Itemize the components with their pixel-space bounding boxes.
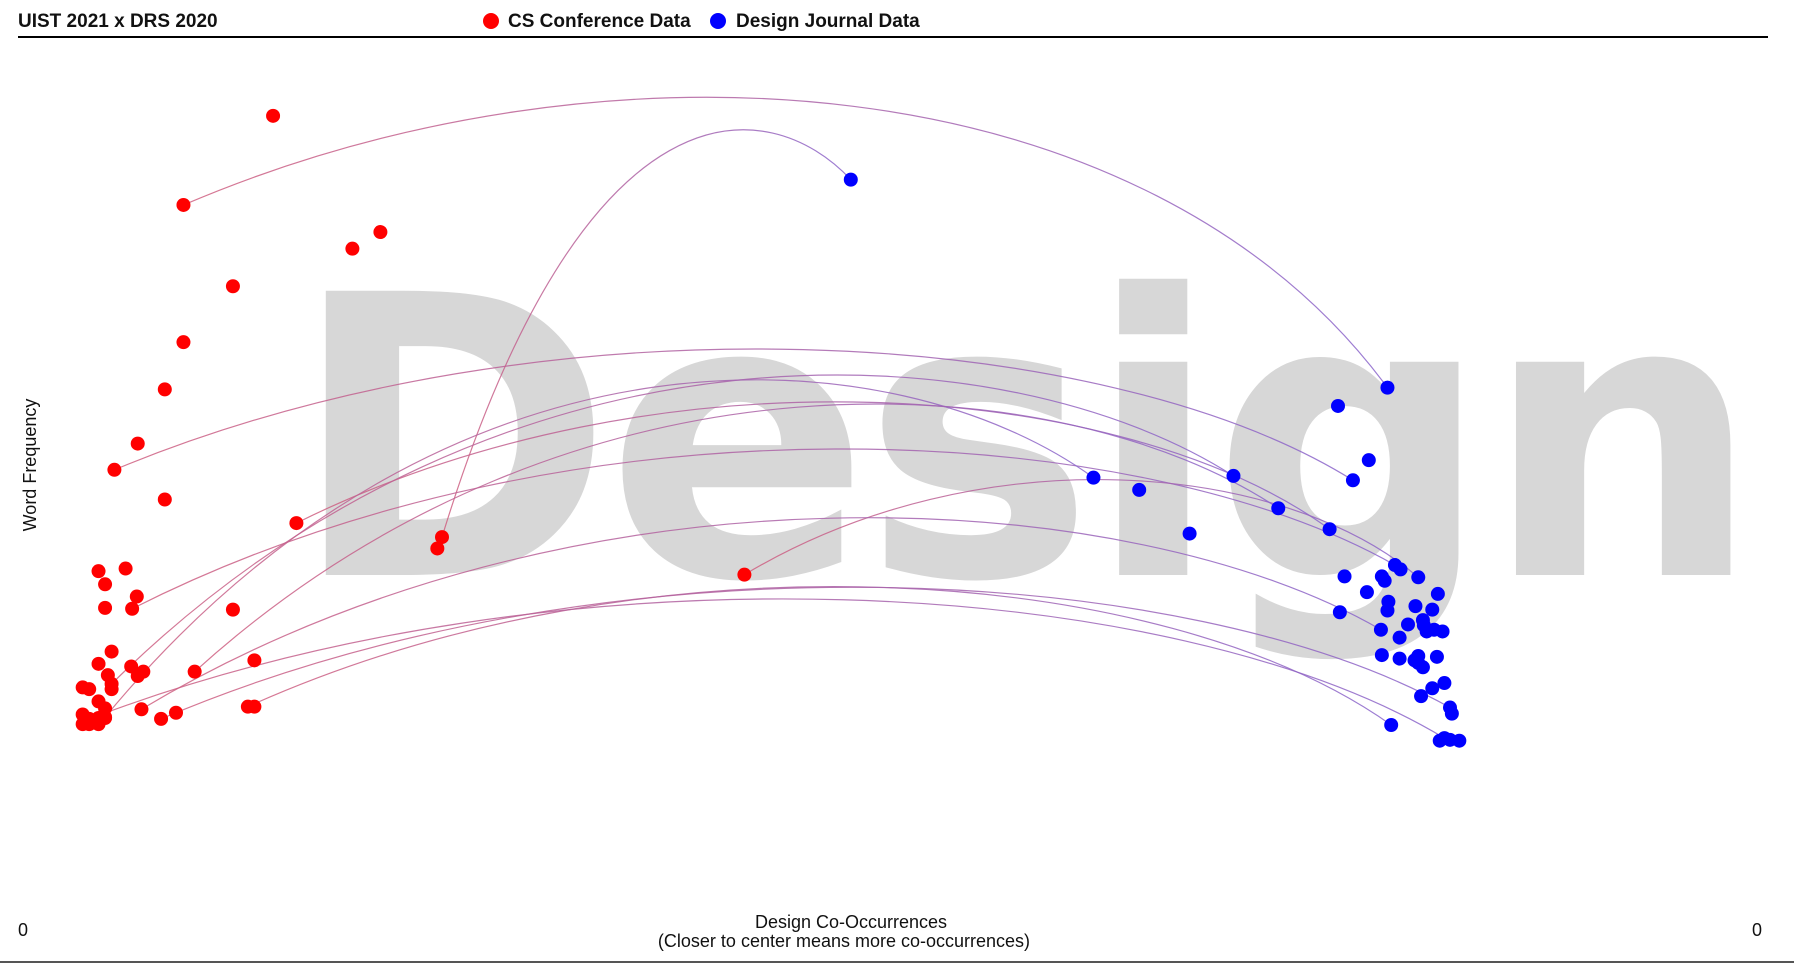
- design-data-point[interactable]: [1226, 468, 1241, 483]
- connection-lines: [88, 96, 1451, 739]
- design-data-point[interactable]: [1414, 689, 1429, 704]
- design-data-point[interactable]: [1411, 570, 1426, 585]
- connection-line: [131, 448, 1396, 610]
- cs-data-point[interactable]: [91, 656, 106, 671]
- design-data-point[interactable]: [1430, 586, 1445, 601]
- design-data-point[interactable]: [1401, 617, 1415, 632]
- right-zero-label: 0: [1752, 920, 1762, 940]
- design-data-point[interactable]: [1432, 733, 1447, 748]
- cs-data-point[interactable]: [289, 516, 304, 531]
- connection-line: [441, 129, 852, 538]
- legend-marker-cs: [483, 13, 499, 29]
- cs-data-point[interactable]: [125, 601, 140, 616]
- cs-data-point[interactable]: [225, 279, 240, 294]
- cs-data-point[interactable]: [154, 711, 169, 726]
- cs-data-point[interactable]: [157, 382, 172, 397]
- cs-data-point[interactable]: [134, 702, 149, 717]
- connection-line: [88, 598, 1445, 739]
- y-axis-label: Word Frequency: [20, 399, 40, 532]
- design-data-point[interactable]: [1425, 602, 1440, 617]
- design-data-point[interactable]: [1393, 562, 1408, 577]
- cs-data-point[interactable]: [176, 197, 191, 212]
- design-data-point[interactable]: [1377, 573, 1392, 588]
- cs-data-point[interactable]: [98, 600, 113, 615]
- cs-data-point[interactable]: [118, 561, 133, 576]
- design-data-point[interactable]: [1359, 585, 1374, 600]
- connection-line: [141, 517, 1382, 710]
- connection-line: [104, 379, 1094, 718]
- design-data-point[interactable]: [843, 172, 858, 187]
- design-data-point[interactable]: [1452, 733, 1467, 748]
- cs-data-point[interactable]: [107, 462, 122, 477]
- cs-data-point[interactable]: [176, 335, 191, 350]
- design-data-point[interactable]: [1425, 681, 1440, 696]
- design-data-point[interactable]: [1384, 717, 1399, 732]
- cs-data-point[interactable]: [98, 711, 113, 726]
- cs-data-point[interactable]: [430, 541, 445, 556]
- cs-data-point[interactable]: [266, 108, 281, 123]
- connection-line: [114, 348, 1354, 481]
- legend-label-cs: CS Conference Data: [508, 11, 691, 32]
- design-data-point[interactable]: [1408, 599, 1423, 614]
- connection-line: [194, 403, 1279, 673]
- cs-data-point[interactable]: [129, 589, 144, 604]
- design-data-point[interactable]: [1435, 624, 1450, 639]
- left-zero-label: 0: [18, 920, 28, 940]
- cs-data-point[interactable]: [373, 225, 388, 240]
- design-data-point[interactable]: [1380, 380, 1395, 395]
- cs-data-point[interactable]: [435, 530, 449, 545]
- cs-data-point[interactable]: [157, 492, 172, 507]
- design-data-point[interactable]: [1444, 706, 1459, 721]
- cs-data-point[interactable]: [737, 567, 752, 582]
- design-data-point[interactable]: [1182, 526, 1197, 541]
- design-data-point[interactable]: [1380, 603, 1395, 618]
- design-data-point[interactable]: [1271, 501, 1286, 516]
- cs-data-point[interactable]: [91, 564, 106, 579]
- design-data-point[interactable]: [1392, 630, 1407, 645]
- design-data-point[interactable]: [1337, 569, 1352, 584]
- cs-data-point[interactable]: [187, 664, 202, 679]
- connection-line: [160, 586, 1451, 720]
- design-data-point[interactable]: [1373, 622, 1388, 637]
- design-data-point[interactable]: [1392, 651, 1407, 666]
- data-points: [75, 108, 1467, 748]
- cs-data-point[interactable]: [104, 644, 119, 659]
- cs-data-point[interactable]: [247, 699, 262, 714]
- connection-line: [744, 478, 1419, 578]
- cs-data-point[interactable]: [130, 436, 145, 451]
- design-data-point[interactable]: [1361, 453, 1376, 468]
- design-data-point[interactable]: [1437, 676, 1452, 691]
- cs-data-point[interactable]: [104, 682, 119, 697]
- cs-data-point[interactable]: [82, 682, 97, 697]
- design-data-point[interactable]: [1132, 482, 1147, 497]
- design-data-point[interactable]: [1086, 470, 1101, 485]
- legend-label-design: Design Journal Data: [736, 11, 920, 32]
- cs-data-point[interactable]: [98, 577, 113, 592]
- cs-data-point[interactable]: [130, 669, 145, 684]
- watermark-design-text: Design: [290, 213, 1753, 667]
- connection-line: [183, 96, 1388, 388]
- chart-title: UIST 2021 x DRS 2020: [18, 11, 218, 32]
- design-data-point[interactable]: [1345, 473, 1360, 488]
- design-data-point[interactable]: [1415, 660, 1430, 675]
- design-data-point[interactable]: [1374, 648, 1389, 663]
- connection-line: [296, 401, 1330, 530]
- cs-data-point[interactable]: [345, 241, 360, 256]
- design-data-point[interactable]: [1332, 605, 1347, 620]
- cs-data-point[interactable]: [225, 602, 240, 617]
- cs-data-point[interactable]: [247, 653, 262, 668]
- legend-marker-design: [710, 13, 726, 29]
- cs-data-point[interactable]: [169, 705, 183, 720]
- design-data-point[interactable]: [1322, 522, 1337, 537]
- x-axis-label-line2: (Closer to center means more co-occurren…: [658, 931, 1030, 951]
- x-axis-label-line1: Design Co-Occurrences: [755, 912, 947, 932]
- design-data-point[interactable]: [1429, 649, 1444, 664]
- design-data-point[interactable]: [1331, 398, 1345, 413]
